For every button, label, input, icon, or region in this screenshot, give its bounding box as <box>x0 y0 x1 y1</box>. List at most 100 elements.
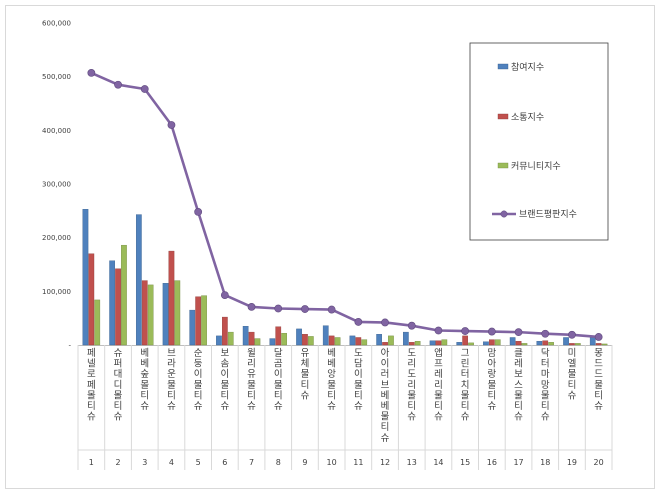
category-index-label: 15 <box>460 458 470 467</box>
bar-2 <box>248 331 255 346</box>
line-group <box>87 69 603 341</box>
category-index-label: 12 <box>380 458 390 467</box>
bar-1 <box>456 342 463 346</box>
bar-2 <box>355 337 362 346</box>
bar-3 <box>441 339 448 346</box>
legend-marker <box>500 210 508 218</box>
bar-3 <box>494 339 501 346</box>
bar-2 <box>489 339 495 346</box>
brand-index-point <box>381 318 389 327</box>
brand-index-point <box>220 291 229 299</box>
bar-1 <box>322 325 329 346</box>
brand-index-point <box>568 330 576 339</box>
category-index-label: 13 <box>407 458 417 467</box>
brand-index-point <box>514 328 523 337</box>
category-index-label: 17 <box>513 458 523 467</box>
bar-1 <box>349 335 356 346</box>
brand-index-point <box>247 302 256 311</box>
bar-1 <box>483 341 489 346</box>
bar-2 <box>141 280 148 346</box>
brand-index-point <box>354 318 363 326</box>
bar-3 <box>308 336 314 346</box>
bar-2 <box>275 326 282 346</box>
bar-1 <box>509 337 516 346</box>
bar-2 <box>328 335 335 346</box>
bar-3 <box>254 338 261 346</box>
legend-swatch <box>497 63 509 70</box>
brand-index-line <box>90 71 599 339</box>
category-index-label: 7 <box>249 458 254 467</box>
category-index-label: 3 <box>142 458 147 467</box>
bar-2 <box>168 250 175 346</box>
bar-2 <box>435 340 442 346</box>
bar-1 <box>162 283 169 346</box>
y-tick-label: 500,000 <box>42 73 71 81</box>
bar-1 <box>189 309 196 346</box>
legend-label: 브랜드평판지수 <box>519 209 577 220</box>
brand-index-point <box>407 321 416 330</box>
bar-3 <box>121 244 127 346</box>
labels-group: 페 넬 로 페 몰 티 슈 1 슈 퍼 대 디 몰 티 슈 2 베 베 숲 몰 티 슈 3 브 라 운 물 티 슈 4 순 둥 이 물 티 슈 5 보 솜 이… <box>87 347 604 467</box>
bar-3 <box>361 339 368 346</box>
bar-1 <box>376 334 383 346</box>
brand-index-point <box>87 69 96 77</box>
category-index-label: 9 <box>302 458 307 467</box>
bars-group <box>82 209 608 346</box>
bar-2 <box>115 268 121 346</box>
bar-3 <box>334 337 341 346</box>
category-index-label: 14 <box>433 458 443 467</box>
legend-swatch <box>497 113 509 120</box>
bar-1 <box>135 214 142 346</box>
legend-label: 커뮤니티지수 <box>511 161 561 172</box>
brand-index-point <box>327 305 336 314</box>
brand-index-point <box>461 327 470 335</box>
bar-1 <box>216 335 222 346</box>
bar-2 <box>302 334 308 346</box>
bar-3 <box>548 342 555 346</box>
category-index-label: 5 <box>196 458 201 467</box>
bar-1 <box>403 331 409 346</box>
legend-label: 소통지수 <box>511 112 544 123</box>
bar-1 <box>242 326 249 346</box>
bar-2 <box>221 316 228 346</box>
bar-2 <box>542 340 549 346</box>
bar-3 <box>174 280 181 346</box>
brand-index-point <box>541 329 550 338</box>
bar-2 <box>88 253 95 346</box>
category-index-label: 4 <box>169 458 174 467</box>
bar-2 <box>515 341 522 346</box>
y-tick-label: 600,000 <box>42 20 71 28</box>
bar-1 <box>109 260 116 346</box>
category-index-label: 2 <box>116 458 121 467</box>
y-tick-label: - <box>68 342 71 350</box>
y-tick-label: 100,000 <box>42 288 71 296</box>
category-index-label: 1 <box>89 458 94 467</box>
bar-3 <box>94 299 101 346</box>
category-index-label: 19 <box>567 458 577 467</box>
y-tick-label: 300,000 <box>42 181 71 189</box>
brand-index-point <box>594 333 603 341</box>
axes-group: - 100,000 200,000 300,000 400,000 500,000 600,… <box>42 20 613 470</box>
bar-3 <box>601 343 608 346</box>
y-tick-label: 200,000 <box>42 234 71 242</box>
bar-3 <box>521 343 528 346</box>
brand-index-point <box>487 327 496 336</box>
bar-1 <box>82 209 89 346</box>
brand-index-point <box>114 80 122 89</box>
bar-3 <box>147 284 154 346</box>
